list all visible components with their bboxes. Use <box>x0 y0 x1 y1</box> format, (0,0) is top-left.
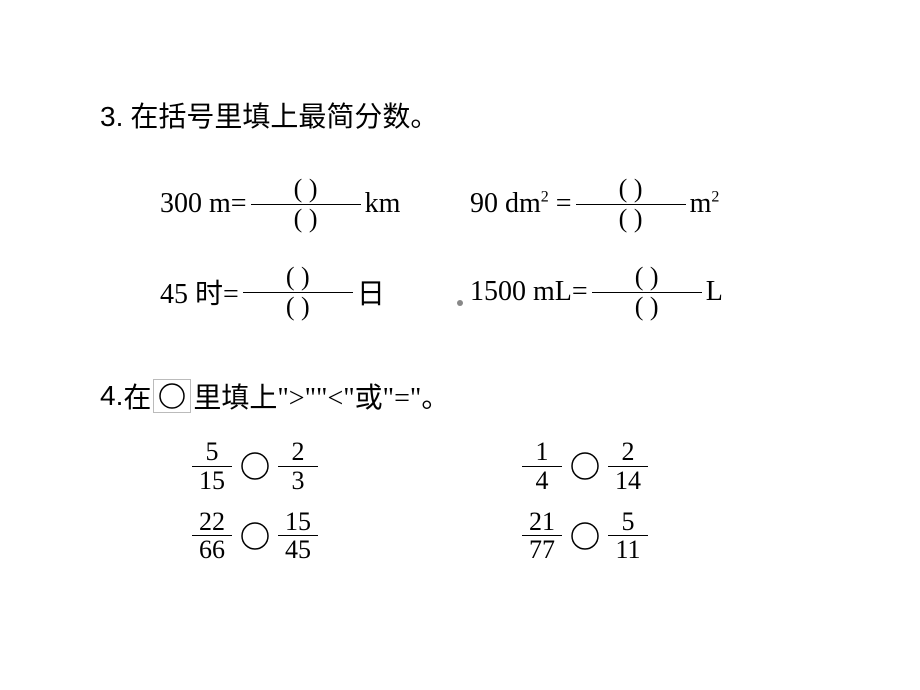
eq-unit: km <box>365 188 401 220</box>
fraction-a: 22 66 <box>192 508 232 564</box>
comp-22-66-15-45: 22 66 15 45 <box>190 508 520 564</box>
fraction-a: 21 77 <box>522 508 562 564</box>
eq-90dm2: 90 dm2 = ( ) ( ) m2 <box>470 175 719 233</box>
blank-num: ( ) <box>292 175 320 204</box>
comp-21-77-5-11: 21 77 5 11 <box>520 508 650 564</box>
comp-5-15-2-3: 5 15 2 3 <box>190 438 520 494</box>
eq-unit: L <box>706 276 723 308</box>
center-dot-icon <box>457 300 463 306</box>
comp-row-1: 5 15 2 3 1 4 2 <box>190 438 820 494</box>
eq-lhs: 45 时= <box>160 272 239 312</box>
blank-fraction[interactable]: ( ) ( ) <box>243 263 353 321</box>
circle-icon <box>157 381 187 411</box>
q4-number: 4. <box>100 380 123 412</box>
eq-row-2: 45 时= ( ) ( ) 日 1500 mL= ( ) ( ) L <box>160 263 820 321</box>
blank-fraction[interactable]: ( ) ( ) <box>592 263 702 321</box>
q3-text: 在括号里填上最简分数。 <box>130 102 438 133</box>
eq-1500ml: 1500 mL= ( ) ( ) L <box>470 263 723 321</box>
blank-num: ( ) <box>633 263 661 292</box>
compare-circle[interactable] <box>240 521 270 551</box>
eq-300m: 300 m= ( ) ( ) km <box>160 175 470 233</box>
eq-lhs: 300 m= <box>160 188 247 220</box>
circle-icon-box <box>153 379 191 413</box>
fraction-a: 5 15 <box>192 438 232 494</box>
blank-den: ( ) <box>284 293 312 322</box>
compare-circle[interactable] <box>240 451 270 481</box>
blank-den: ( ) <box>617 205 645 234</box>
eq-45hour: 45 时= ( ) ( ) 日 <box>160 263 470 321</box>
fraction-b: 5 11 <box>608 508 648 564</box>
comp-row-2: 22 66 15 45 21 77 5 <box>190 508 820 564</box>
eq-unit: m2 <box>690 188 720 220</box>
q3-header: 3. 在括号里填上最简分数。 <box>100 95 820 135</box>
eq-row-1: 300 m= ( ) ( ) km 90 dm2 = ( ) ( ) m2 <box>160 175 820 233</box>
q4-comparisons: 5 15 2 3 1 4 2 <box>100 438 820 563</box>
q4-text-after: 里填上">""<"或"="。 <box>193 376 449 416</box>
fraction-b: 2 3 <box>278 438 318 494</box>
blank-den: ( ) <box>633 293 661 322</box>
blank-den: ( ) <box>292 205 320 234</box>
blank-fraction[interactable]: ( ) ( ) <box>251 175 361 233</box>
eq-unit: 日 <box>357 272 385 312</box>
compare-circle[interactable] <box>570 521 600 551</box>
fraction-b: 15 45 <box>278 508 318 564</box>
q4-text-before: 在 <box>123 376 151 416</box>
eq-lhs: 1500 mL= <box>470 276 588 308</box>
eq-lhs: 90 dm2 = <box>470 188 572 220</box>
q3-number: 3. <box>100 101 123 132</box>
comp-1-4-2-14: 1 4 2 14 <box>520 438 650 494</box>
blank-num: ( ) <box>284 263 312 292</box>
blank-num: ( ) <box>617 175 645 204</box>
fraction-a: 1 4 <box>522 438 562 494</box>
fraction-b: 2 14 <box>608 438 648 494</box>
compare-circle[interactable] <box>570 451 600 481</box>
blank-fraction[interactable]: ( ) ( ) <box>576 175 686 233</box>
q4-header: 4. 在 里填上">""<"或"="。 <box>100 376 820 416</box>
